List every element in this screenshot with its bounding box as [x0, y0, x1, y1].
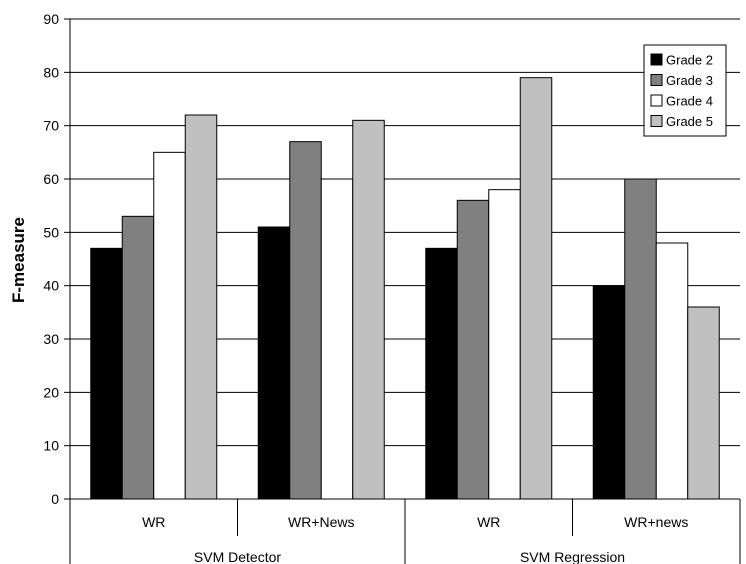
x-category-label: WR+News	[288, 514, 355, 530]
y-tick-labels: 0 10 20 30 40 50 60 70 80 90	[43, 11, 59, 507]
bar	[655, 242, 689, 500]
y-tick-label: 40	[43, 278, 59, 294]
bar	[425, 247, 458, 500]
legend-swatch	[650, 53, 663, 66]
legend-swatch	[650, 74, 663, 86]
y-tick-label: 20	[43, 384, 59, 400]
y-tick-label: 30	[43, 331, 59, 347]
legend-label: Grade 2	[666, 53, 713, 68]
legend-swatch	[650, 115, 663, 127]
y-tick-label: 80	[43, 64, 59, 80]
bar	[352, 119, 385, 500]
legend-label: Grade 3	[666, 73, 713, 88]
y-tick-label: 10	[43, 438, 59, 454]
bar	[488, 189, 521, 500]
y-tick-label: 90	[43, 11, 59, 27]
bar	[90, 247, 123, 500]
bar	[289, 141, 322, 500]
axes	[64, 18, 741, 564]
bar	[257, 226, 291, 500]
bar	[153, 151, 186, 500]
bar	[592, 285, 626, 500]
legend-label: Grade 5	[666, 114, 713, 129]
x-category-labels: WR WR+News WR WR+news SVM Detector SVM Regres…	[142, 514, 688, 564]
bar	[687, 306, 720, 500]
bar	[121, 215, 155, 500]
x-group-label: SVM Detector	[194, 549, 281, 564]
bar	[519, 77, 553, 500]
y-tick-label: 50	[43, 224, 59, 240]
y-tick-label: 70	[43, 118, 59, 134]
bar	[456, 199, 490, 500]
x-category-label: WR	[477, 514, 500, 530]
bar	[184, 114, 218, 500]
bar	[320, 178, 354, 500]
x-group-label: SVM Regression	[520, 549, 625, 564]
x-category-label: WR	[142, 514, 165, 530]
x-category-label: WR+news	[624, 514, 688, 530]
bars	[90, 77, 720, 500]
legend-swatch	[650, 94, 663, 107]
y-tick-label: 0	[51, 491, 59, 507]
legend-label: Grade 4	[666, 94, 713, 109]
bar	[624, 178, 657, 500]
y-tick-label: 60	[43, 171, 59, 187]
y-axis-title: F-measure	[9, 217, 28, 303]
legend: Grade 2 Grade 3 Grade 4 Grade 5	[643, 44, 727, 137]
